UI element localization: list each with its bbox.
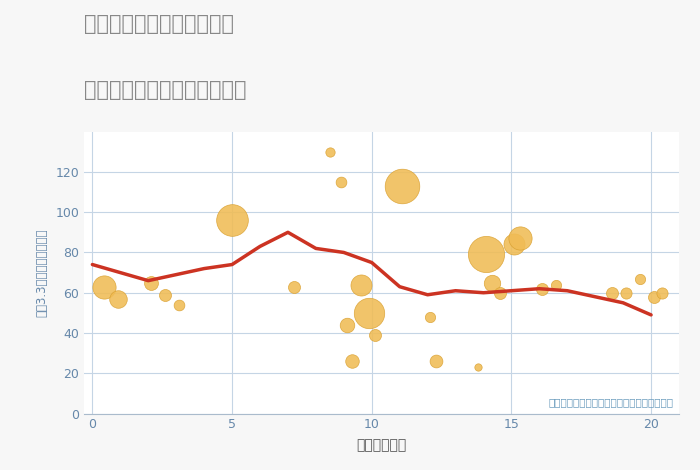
Point xyxy=(341,321,352,329)
Text: 駅距離別中古マンション価格: 駅距離別中古マンション価格 xyxy=(84,80,246,100)
Text: 愛知県稲沢市平和町平池の: 愛知県稲沢市平和町平池の xyxy=(84,14,234,34)
Point xyxy=(430,358,442,365)
Point xyxy=(369,331,380,339)
Point xyxy=(657,289,668,297)
Point xyxy=(495,289,506,297)
Point xyxy=(160,291,171,298)
Point xyxy=(324,148,335,156)
Text: 円の大きさは、取引のあった物件面積を示す: 円の大きさは、取引のあった物件面積を示す xyxy=(548,398,673,407)
Point xyxy=(481,251,492,258)
Point xyxy=(550,281,561,289)
Point xyxy=(112,295,123,303)
Point xyxy=(355,281,366,289)
Point xyxy=(346,358,358,365)
Point xyxy=(146,279,157,286)
Point xyxy=(634,275,645,282)
Point xyxy=(486,279,498,286)
Point xyxy=(397,182,408,190)
Point xyxy=(425,313,436,321)
Point xyxy=(536,285,547,292)
Point xyxy=(620,289,631,297)
Point xyxy=(606,289,617,297)
Point xyxy=(363,309,374,317)
X-axis label: 駅距離（分）: 駅距離（分） xyxy=(356,439,407,453)
Point xyxy=(98,283,109,290)
Point xyxy=(473,363,484,371)
Point xyxy=(509,241,520,248)
Point xyxy=(227,217,238,224)
Point xyxy=(174,301,185,309)
Y-axis label: 坪（3.3㎡）単価（万円）: 坪（3.3㎡）単価（万円） xyxy=(35,228,48,317)
Point xyxy=(514,235,526,242)
Point xyxy=(335,178,346,186)
Point xyxy=(288,283,299,290)
Point xyxy=(648,293,659,300)
